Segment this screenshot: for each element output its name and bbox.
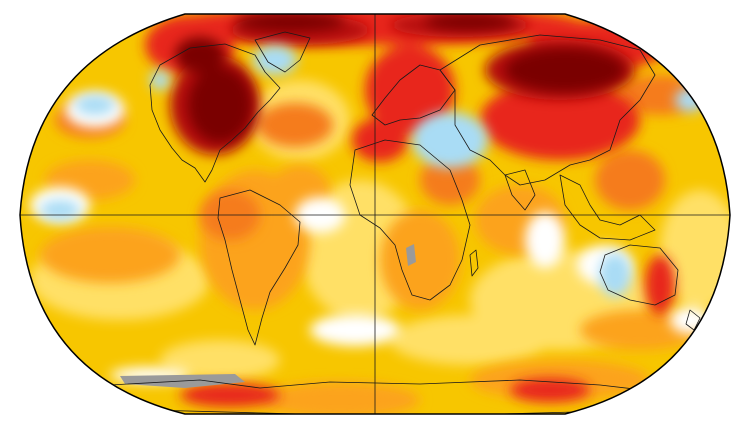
coast-south-america [217, 189, 301, 346]
coastlines [99, 31, 701, 414]
coast-north-america [149, 43, 281, 183]
coast-madagascar [469, 249, 479, 277]
coast-india [504, 169, 536, 211]
coast-southeast-asia [559, 174, 656, 241]
extreme-regions [175, 14, 625, 143]
orange-regions [55, 75, 700, 240]
coast-africa [349, 139, 471, 301]
coast-australia [599, 244, 679, 306]
coast-greenland [254, 31, 311, 73]
map-outline [19, 13, 731, 415]
coast-asia [439, 34, 656, 186]
